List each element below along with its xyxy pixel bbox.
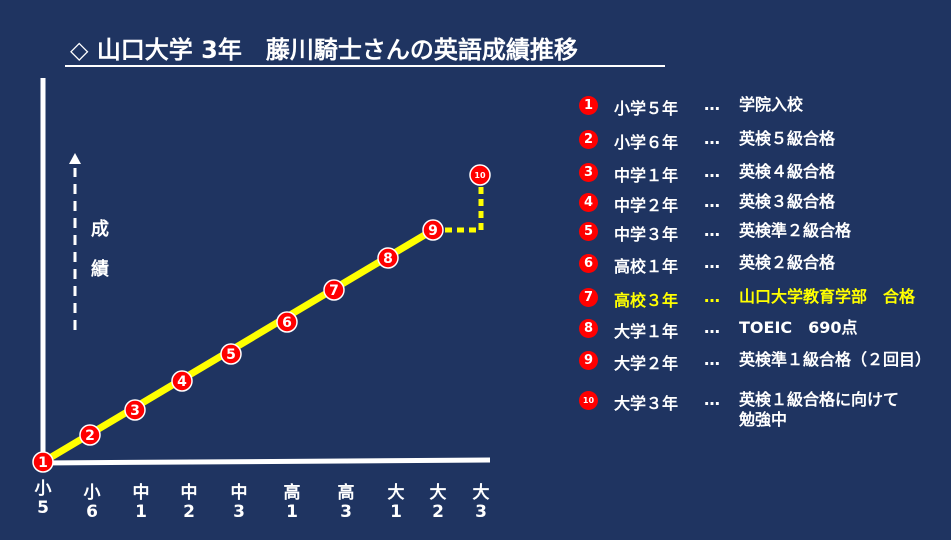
- point-marker-5: 5: [220, 343, 242, 365]
- legend-event: TOEIC 690点: [739, 318, 858, 337]
- point-marker-4: 4: [171, 370, 193, 392]
- point-label-10: 10: [474, 171, 486, 180]
- point-marker-9: 9: [422, 219, 444, 241]
- legend-dots: …: [704, 95, 720, 114]
- legend-event: 英検５級合格: [739, 129, 836, 148]
- x-tick-line: 中: [132, 483, 150, 503]
- x-tick-line: 大: [387, 483, 405, 503]
- point-label-5: 5: [226, 347, 236, 363]
- legend-badge-10: 10: [579, 391, 598, 410]
- legend-badge-4: 4: [579, 193, 598, 212]
- x-tick-line: 中: [230, 483, 248, 503]
- legend-dots: …: [704, 287, 720, 306]
- legend-event: 英検３級合格: [739, 192, 836, 211]
- point-marker-3: 3: [124, 399, 146, 421]
- legend-grade: 中学３年: [614, 225, 679, 244]
- legend-event: 山口大学教育学部 合格: [739, 287, 916, 306]
- legend-dots: …: [704, 221, 720, 240]
- legend-event: 英検４級合格: [739, 162, 836, 181]
- legend-dots: …: [704, 192, 720, 211]
- x-tick-line: 高: [337, 483, 355, 503]
- legend-grade: 大学２年: [614, 354, 679, 373]
- legend-grade: 中学２年: [614, 196, 679, 215]
- x-tick-line: 大: [429, 483, 447, 503]
- point-label-2: 2: [85, 428, 95, 444]
- x-tick-line: 中: [180, 483, 198, 503]
- legend-badge-7: 7: [579, 288, 598, 307]
- point-marker-2: 2: [79, 424, 101, 446]
- x-tick-line: 大: [472, 483, 490, 503]
- point-marker-8: 8: [377, 247, 399, 269]
- point-marker-10: 10: [469, 164, 491, 186]
- legend-grade: 大学３年: [614, 394, 679, 413]
- y-axis-label-2: 績: [91, 259, 109, 280]
- x-tick-line: 高: [283, 483, 301, 503]
- point-marker-7: 7: [323, 279, 345, 301]
- x-tick-line: 2: [432, 502, 444, 522]
- point-label-4: 4: [177, 374, 187, 390]
- x-tick-line: 6: [86, 502, 98, 522]
- legend-dots: …: [704, 350, 720, 369]
- point-marker-1: 1: [32, 451, 54, 473]
- y-arrow-head: [69, 153, 81, 164]
- legend-dots: …: [704, 162, 720, 181]
- legend-grade: 小学６年: [614, 133, 679, 152]
- legend-badge-5: 5: [579, 222, 598, 241]
- legend-grade: 小学５年: [614, 99, 679, 118]
- legend-dots: …: [704, 129, 720, 148]
- legend-dots: …: [704, 390, 720, 409]
- x-tick-line: 2: [183, 502, 195, 522]
- legend-badge-3: 3: [579, 163, 598, 182]
- legend-grade: 中学１年: [614, 166, 679, 185]
- x-tick-line: 3: [475, 502, 487, 522]
- point-label-1: 1: [38, 455, 48, 471]
- legend-dots: …: [704, 318, 720, 337]
- legend-badge-2: 2: [579, 130, 598, 149]
- legend-badge-6: 6: [579, 254, 598, 273]
- point-label-6: 6: [282, 315, 292, 331]
- point-label-8: 8: [383, 251, 393, 267]
- legend-event: 英検２級合格: [739, 253, 836, 272]
- legend-grade: 高校１年: [614, 257, 679, 276]
- legend-grade: 高校３年: [614, 291, 679, 310]
- x-tick-line: 1: [390, 502, 402, 522]
- legend-badge-1: 1: [579, 96, 598, 115]
- x-tick-line: 1: [135, 502, 147, 522]
- legend-event: 英検準２級合格: [739, 221, 852, 240]
- legend-event: 英検１級合格に向けて 勉強中: [739, 390, 900, 429]
- legend-dots: …: [704, 253, 720, 272]
- x-tick-line: 3: [340, 502, 352, 522]
- legend-grade: 大学１年: [614, 322, 679, 341]
- legend-badge-8: 8: [579, 319, 598, 338]
- progress-line-dotted: [433, 175, 484, 233]
- point-label-7: 7: [329, 283, 339, 299]
- x-axis: [40, 457, 491, 466]
- legend-event: 学院入校: [739, 95, 804, 114]
- legend-badge-9: 9: [579, 351, 598, 370]
- page-title: ◇ 山口大学 3年 藤川騎士さんの英語成績推移: [70, 36, 578, 64]
- point-label-9: 9: [428, 223, 438, 239]
- x-tick-line: 5: [37, 498, 49, 518]
- y-axis-label-1: 成: [91, 219, 109, 240]
- x-tick-line: 小: [83, 483, 101, 503]
- legend-event: 英検準１級合格（２回目）: [739, 350, 932, 369]
- point-marker-6: 6: [276, 311, 298, 333]
- x-tick-line: 3: [233, 502, 245, 522]
- title-underline: [65, 65, 665, 67]
- x-tick-line: 小: [34, 479, 52, 499]
- x-tick-line: 1: [286, 502, 298, 522]
- point-label-3: 3: [130, 403, 140, 419]
